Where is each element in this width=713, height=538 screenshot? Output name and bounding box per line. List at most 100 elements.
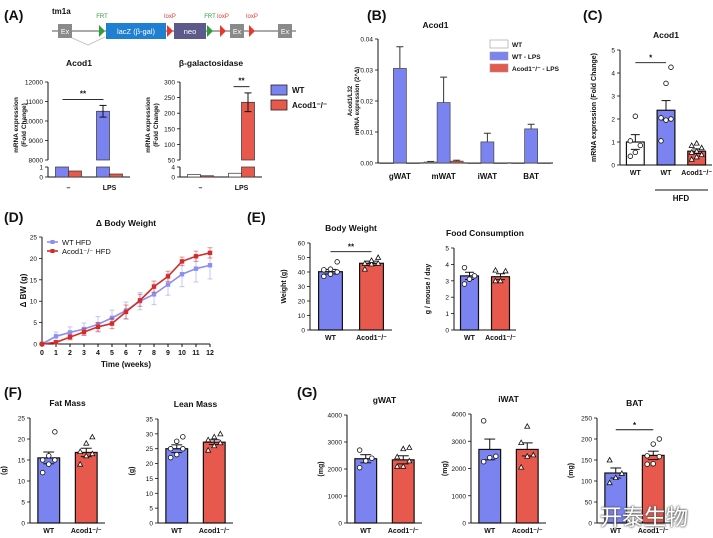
x-tick-label: iWAT: [478, 172, 498, 181]
bar: [359, 262, 384, 331]
data-point-circle: [180, 446, 186, 452]
x-tick-label: 7: [138, 350, 142, 357]
x-tick-label: 0: [40, 350, 44, 357]
chart-low-y-tick-label: 4: [171, 165, 175, 172]
x-tick-label: Acod1⁻/⁻: [512, 528, 543, 535]
x-tick-label: LPS: [235, 185, 249, 192]
chart-y-tick-label: 1: [611, 140, 615, 147]
data-point-circle: [334, 269, 340, 275]
data-point-triangle: [502, 267, 509, 274]
data-point-triangle: [492, 277, 499, 284]
chart-y-label: g / mouse / day: [425, 264, 432, 315]
data-point: [179, 259, 185, 264]
data-point-circle: [658, 138, 664, 144]
data-point-circle: [668, 64, 674, 70]
chart-y-tick-label: 12000: [25, 80, 43, 87]
data-point-triangle: [517, 463, 525, 470]
chart-y-tick-label: 30: [146, 431, 154, 438]
neo-box: [174, 23, 206, 39]
chart-y-tick-label: 0.04: [360, 37, 373, 44]
chart-title: Acod1: [423, 20, 449, 30]
chart-title: gWAT: [373, 395, 397, 405]
data-point-circle: [471, 273, 478, 279]
lacz-label: lacZ (β-gal): [117, 27, 156, 36]
data-point-circle: [466, 276, 473, 282]
data-point-triangle: [211, 433, 218, 440]
data-point-circle: [627, 153, 634, 159]
data-point-circle: [39, 457, 46, 463]
frt-label: FRT: [204, 14, 216, 20]
chart-y-label: mRNA expression (Fold Change): [591, 53, 598, 162]
panel-label-C: (C): [583, 7, 602, 23]
chart-y-tick-label: 0.00: [360, 161, 373, 168]
chart-y-tick-label: 20: [30, 256, 38, 263]
chart-y-label: (mg): [318, 461, 325, 476]
legend-label: Acod1⁻/⁻ HFD: [62, 247, 111, 256]
bar: [449, 160, 464, 164]
data-point-circle: [644, 461, 650, 467]
chart-y-tick-label: 11000: [25, 99, 43, 106]
chart-y-tick-label: 100: [164, 142, 175, 149]
data-point-triangle: [606, 479, 613, 486]
data-point-circle: [656, 453, 663, 460]
bar: [96, 110, 110, 161]
legend-swatch: [489, 39, 509, 49]
chart-y-tick-label: 0: [445, 328, 449, 335]
x-tick-label: WT: [661, 170, 673, 177]
chart-A1: Acod1 8000 9000 10000 11000 12000 0 1 mRNA expre…: [13, 58, 130, 192]
legend-swatch-ko: [270, 99, 288, 111]
data-point: [53, 340, 59, 345]
legend-label: WT - LPS: [512, 54, 541, 61]
chart-y-tick-label: 9000: [29, 138, 44, 145]
chart-F2: Lean Mass 0 5 10 15 20 25 30 35 (g) WT Acod1⁻/⁻: [129, 399, 233, 535]
chart-y-tick-label: 2000: [328, 467, 343, 474]
chart-title: Δ Body Weight: [96, 218, 156, 228]
chart-y-tick-label: 200: [581, 437, 592, 444]
frt-icon: [207, 25, 213, 37]
chart-y-tick-label: 60: [298, 241, 306, 248]
significance-label: **: [348, 243, 355, 252]
data-point-triangle: [524, 422, 531, 429]
bar: [436, 102, 451, 164]
bar: [524, 128, 538, 164]
x-tick-label: 6: [124, 350, 128, 357]
data-point-triangle: [492, 266, 499, 273]
data-point-triangle: [524, 452, 531, 459]
data-point-triangle: [606, 456, 613, 463]
chart-y-tick-label: 50: [298, 255, 306, 262]
data-point-triangle: [76, 460, 84, 467]
x-tick-label: Acod1⁻/⁻: [485, 335, 516, 342]
data-point-triangle: [368, 260, 375, 267]
x-tick-label: 5: [110, 350, 114, 357]
panel-label-G: (G): [297, 384, 317, 400]
data-point: [95, 324, 101, 330]
loxp-label: loxP: [246, 14, 258, 20]
chart-y-label: (g): [1, 466, 8, 475]
data-point-circle: [461, 264, 468, 271]
frt-label: FRT: [96, 14, 108, 20]
data-point-triangle: [688, 155, 695, 162]
splice-line: [69, 36, 106, 46]
data-point-circle: [632, 113, 639, 119]
exon-box: [230, 24, 244, 38]
significance-label: **: [80, 90, 87, 99]
neo-label: neo: [184, 27, 197, 36]
data-point-circle: [650, 461, 656, 467]
x-tick-label: 11: [192, 350, 200, 357]
data-point: [137, 298, 143, 303]
x-tick-label: WT: [43, 528, 55, 535]
data-point-triangle: [89, 450, 96, 457]
data-point-circle: [321, 267, 327, 273]
chart-y-tick-label: 2: [445, 295, 449, 302]
chart-y-label: mRNA expression (2^Δ): [355, 67, 361, 135]
legend-swatch: [489, 51, 509, 61]
chart-y-tick-label: 25: [18, 416, 26, 423]
data-point-triangle: [612, 474, 619, 481]
legend-marker: [50, 240, 55, 244]
chart-y-tick-label: 0: [33, 342, 37, 349]
data-point-circle: [327, 266, 334, 272]
bar: [74, 451, 98, 524]
chart-y-tick-label: 25: [146, 446, 154, 453]
chart-y-tick-label: 1000: [328, 494, 343, 501]
chart-y-label: (mg): [442, 461, 449, 476]
